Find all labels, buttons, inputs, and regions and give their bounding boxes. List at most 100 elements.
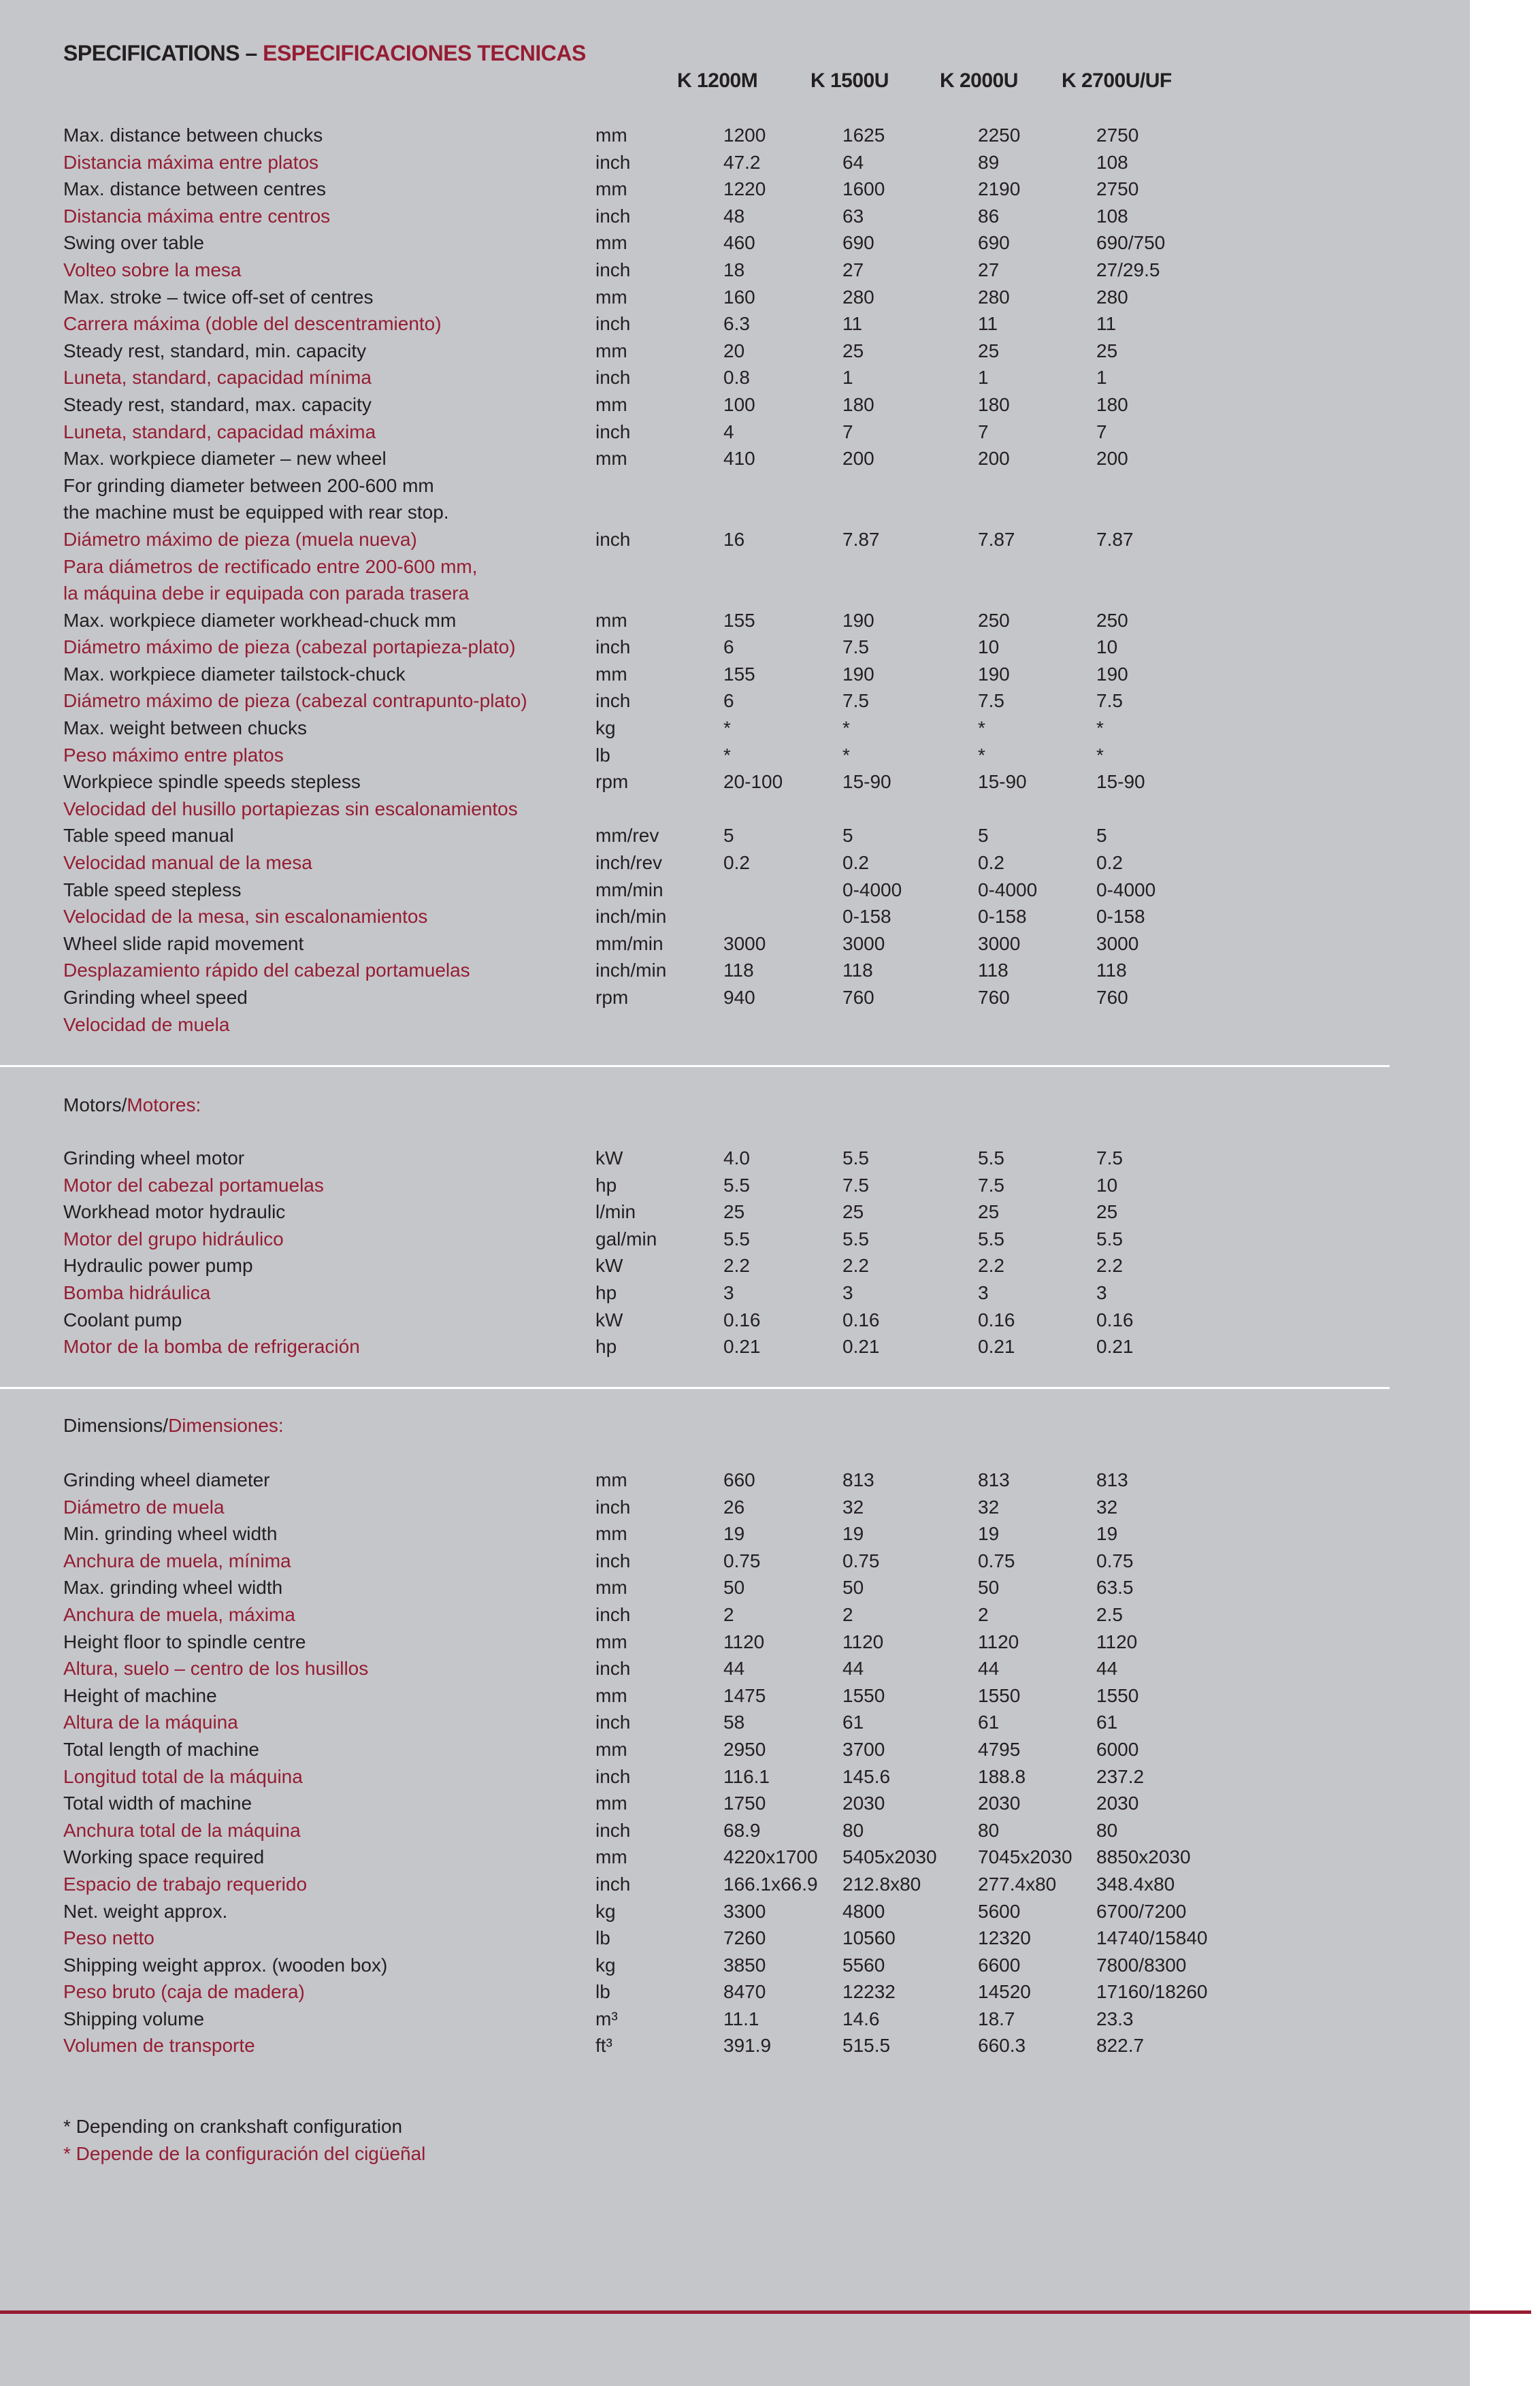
- spec-value: 2: [978, 1603, 989, 1625]
- spec-value: 118: [842, 960, 873, 981]
- spec-value: 690: [978, 232, 1010, 254]
- spec-unit: mm/min: [595, 879, 663, 900]
- spec-label: Velocidad de muela: [63, 1013, 230, 1035]
- spec-value: 0.2: [1096, 852, 1123, 874]
- spec-row: Max. distance between centres mm 1220 1600 2…: [0, 176, 1470, 203]
- spec-value: 47.2: [723, 151, 761, 173]
- spec-unit: inch/min: [595, 906, 667, 928]
- spec-value: 5.5: [978, 1228, 1004, 1249]
- spec-row: Net. weight approx. kg 3300 4800 5600 6700/72…: [0, 1898, 1470, 1925]
- spec-row: For grinding diameter between 200-600 mm: [0, 472, 1470, 500]
- spec-label: Workhead motor hydraulic: [63, 1201, 286, 1223]
- spec-value: 68.9: [723, 1819, 761, 1841]
- general-specs-table: Max. distance between chucks mm 1200 1625 22…: [0, 122, 1470, 1038]
- spec-value: 25: [842, 1201, 864, 1223]
- spec-value: 280: [842, 286, 874, 308]
- spec-label: la máquina debe ir equipada con parada t…: [63, 583, 470, 604]
- spec-value: 2950: [723, 1738, 766, 1760]
- spec-value: 760: [842, 987, 874, 1008]
- spec-label: Peso máximo entre platos: [63, 744, 284, 766]
- spec-value: 5.5: [842, 1228, 869, 1249]
- spec-value: 0-158: [1096, 906, 1145, 928]
- spec-unit: l/min: [595, 1201, 636, 1223]
- spec-value: 15-90: [978, 771, 1027, 793]
- spec-label: Volumen de transporte: [63, 2035, 255, 2057]
- spec-label: Min. grinding wheel width: [63, 1523, 278, 1545]
- spec-value: 12320: [978, 1927, 1031, 1949]
- spec-value: 2: [723, 1603, 734, 1625]
- spec-value: 61: [842, 1712, 864, 1733]
- spec-value: 180: [842, 393, 874, 415]
- dimensions-table: Grinding wheel diameter mm 660 813 813 813 Diá…: [0, 1467, 1470, 2059]
- spec-unit: lb: [595, 744, 610, 766]
- spec-value: 0.21: [842, 1336, 880, 1358]
- spec-label: Velocidad del husillo portapiezas sin es…: [63, 798, 518, 819]
- spec-value: 100: [723, 393, 755, 415]
- spec-value: 190: [978, 663, 1010, 685]
- spec-label: Working space required: [63, 1846, 265, 1868]
- spec-value: 16: [723, 528, 745, 550]
- spec-value: 118: [723, 960, 754, 981]
- spec-value: 200: [842, 448, 874, 470]
- spec-value: 0-4000: [978, 879, 1038, 900]
- spec-value: *: [978, 717, 985, 739]
- spec-value: 7.5: [978, 1174, 1004, 1196]
- spec-value: 61: [978, 1712, 1000, 1733]
- spec-row: Luneta, standard, capacidad máxima inch 4 7…: [0, 419, 1470, 446]
- spec-value: 391.9: [723, 2035, 772, 2057]
- spec-value: 250: [978, 609, 1010, 631]
- spec-label: Diámetro máximo de pieza (muela nueva): [63, 528, 417, 550]
- spec-value: 2.5: [1096, 1603, 1123, 1625]
- spec-value: 27: [842, 259, 864, 280]
- spec-value: 1600: [842, 178, 885, 200]
- spec-unit: inch: [595, 528, 631, 550]
- spec-unit: m³: [595, 2008, 618, 2029]
- spec-value: 86: [978, 205, 1000, 227]
- spec-value: 14.6: [842, 2008, 880, 2029]
- spec-unit: inch: [595, 205, 631, 227]
- spec-value: 108: [1096, 151, 1128, 173]
- spec-row: Table speed manual mm/rev 5 5 5 5: [0, 822, 1470, 849]
- spec-row: Longitud total de la máquina inch 116.1 145…: [0, 1763, 1470, 1791]
- spec-value: 3: [978, 1281, 989, 1303]
- spec-unit: mm: [595, 1577, 627, 1599]
- spec-value: 6000: [1096, 1738, 1139, 1760]
- spec-value: 155: [723, 609, 755, 631]
- spec-label: Max. workpiece diameter workhead-chuck m…: [63, 609, 457, 631]
- spec-value: 0.16: [723, 1309, 761, 1330]
- spec-value: 1200: [723, 125, 766, 146]
- spec-value: 2030: [978, 1793, 1021, 1814]
- spec-unit: mm: [595, 125, 627, 146]
- spec-row: Wheel slide rapid movement mm/min 3000 3000…: [0, 930, 1470, 958]
- spec-value: 0-4000: [842, 879, 902, 900]
- spec-row: Table speed stepless mm/min 0-4000 0-4000 0-…: [0, 877, 1470, 904]
- spec-value: 32: [978, 1496, 1000, 1518]
- spec-value: 822.7: [1096, 2035, 1145, 2057]
- title-english: SPECIFICATIONS –: [63, 41, 263, 65]
- spec-unit: mm: [595, 286, 627, 308]
- spec-value: 280: [978, 286, 1010, 308]
- spec-unit: inch: [595, 367, 631, 389]
- spec-unit: mm: [595, 609, 627, 631]
- spec-unit: kg: [595, 1954, 616, 1976]
- spec-row: Motor del grupo hidráulico gal/min 5.5 5.5 5…: [0, 1226, 1470, 1253]
- spec-value: 4.0: [723, 1147, 750, 1169]
- spec-unit: kW: [595, 1309, 623, 1330]
- spec-row: Max. distance between chucks mm 1200 1625 22…: [0, 122, 1470, 149]
- spec-row: Hydraulic power pump kW 2.2 2.2 2.2 2.2: [0, 1252, 1470, 1279]
- spec-label: Anchura de muela, mínima: [63, 1550, 291, 1571]
- spec-value: 15-90: [842, 771, 891, 793]
- spec-label: Max. workpiece diameter – new wheel: [63, 448, 387, 470]
- spec-value: 11.1: [723, 2008, 759, 2029]
- spec-row: Distancia máxima entre centros inch 48 63 86…: [0, 203, 1470, 230]
- spec-row: Peso netto lb 7260 10560 12320 14740/15840: [0, 1925, 1470, 1952]
- spec-value: 25: [978, 1201, 1000, 1223]
- spec-unit: mm/min: [595, 932, 663, 954]
- spec-label: Velocidad manual de la mesa: [63, 852, 312, 874]
- spec-label: Hydraulic power pump: [63, 1255, 253, 1277]
- spec-row: Luneta, standard, capacidad mínima inch 0.…: [0, 364, 1470, 391]
- spec-unit: inch: [595, 1819, 631, 1841]
- spec-value: 5560: [842, 1954, 885, 1976]
- spec-unit: lb: [595, 1981, 610, 2003]
- spec-value: 1550: [842, 1684, 885, 1706]
